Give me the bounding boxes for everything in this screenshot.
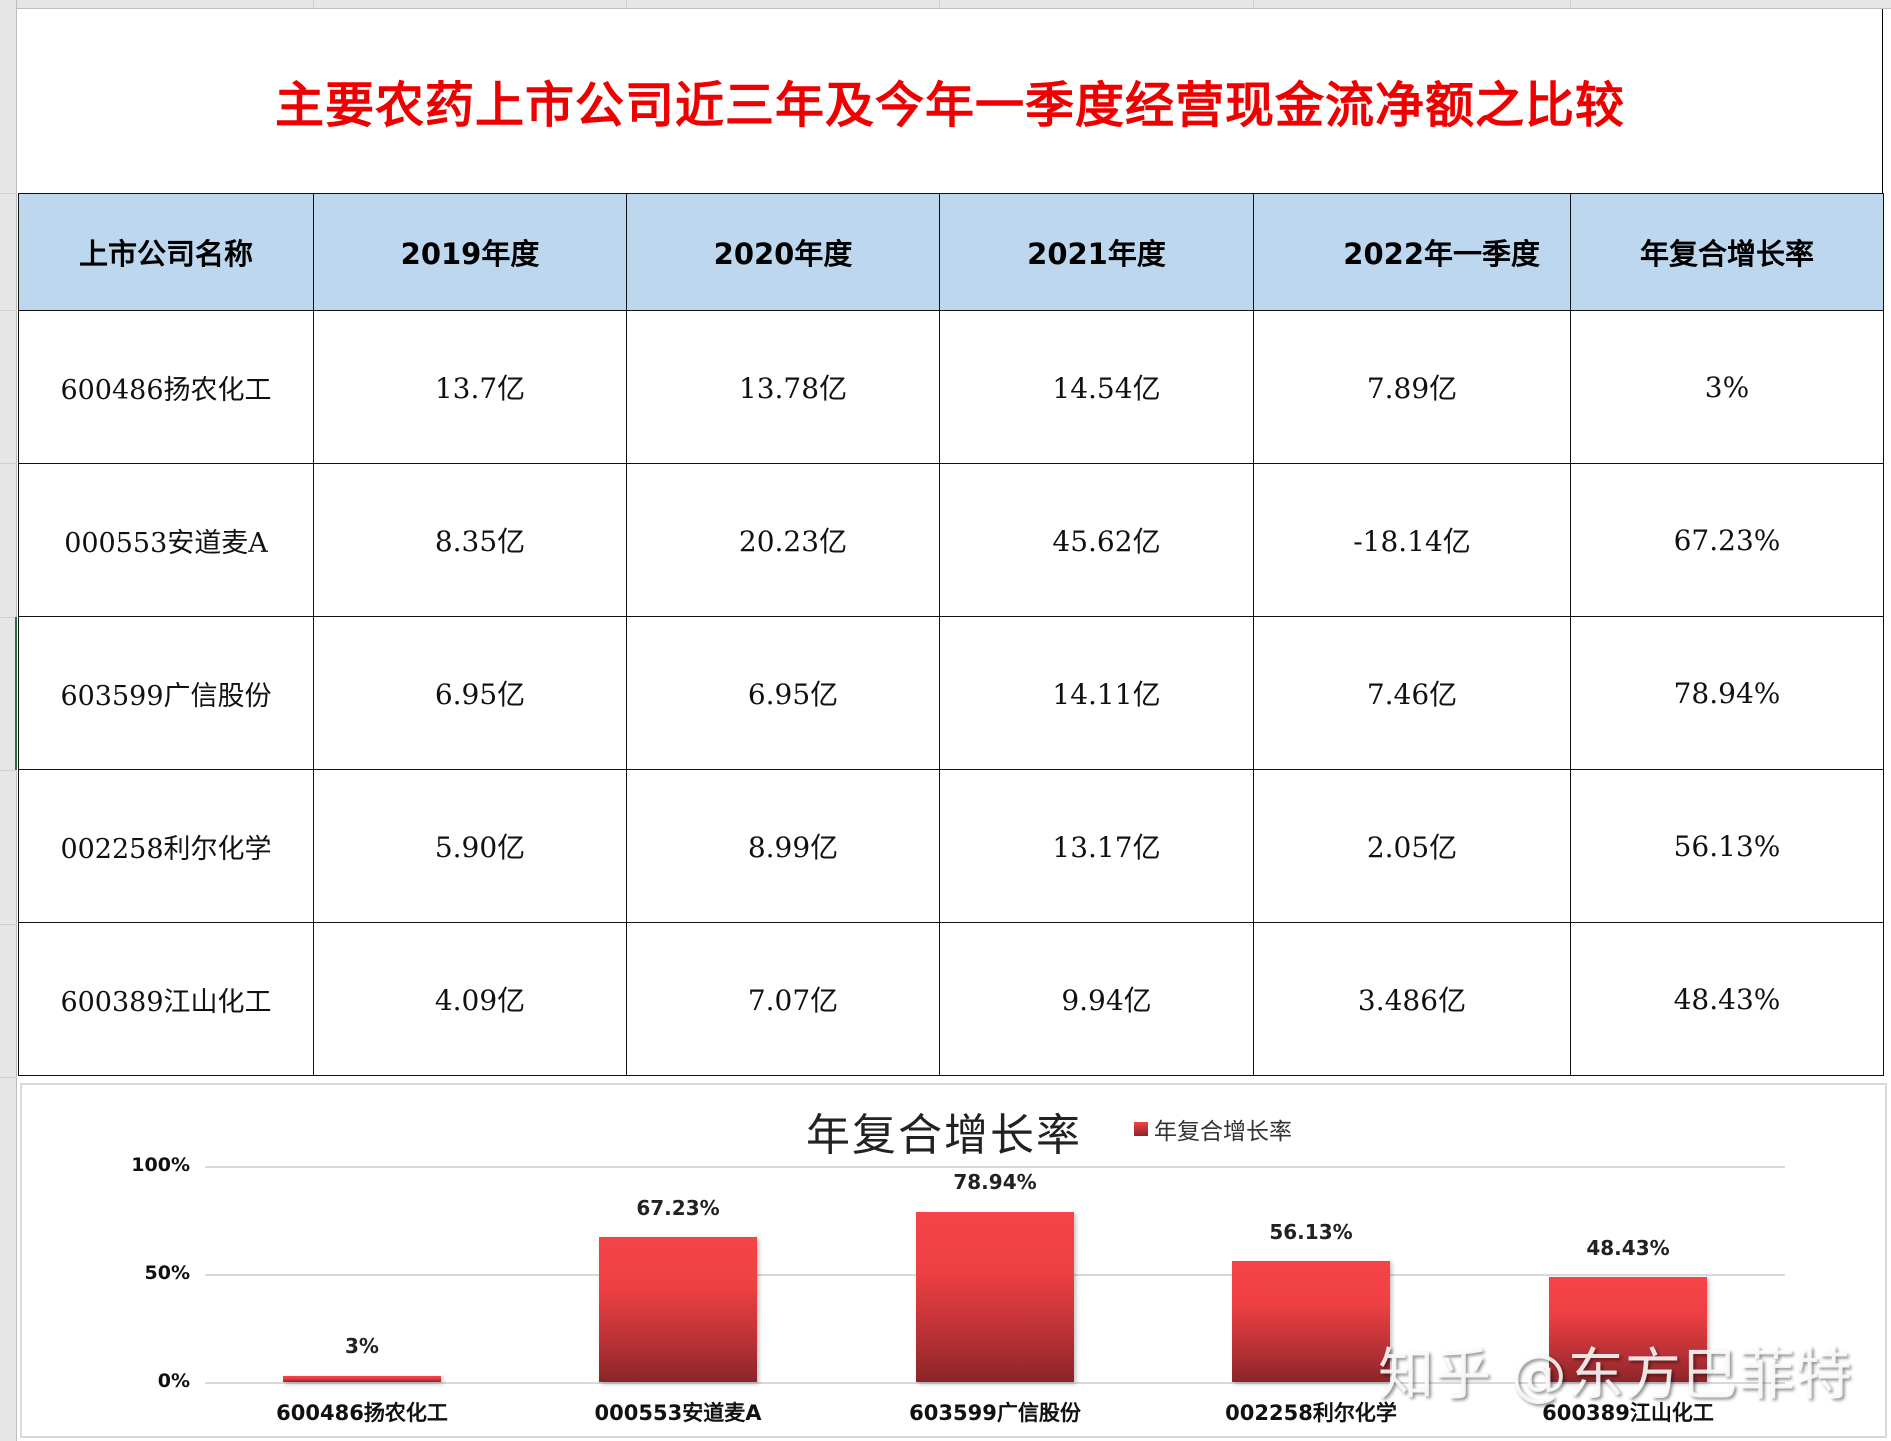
- y-tick-0: 0%: [157, 1370, 190, 1392]
- bar-label: 3%: [345, 1334, 379, 1358]
- column-divider: [1253, 0, 1254, 9]
- column-divider: [313, 0, 314, 9]
- cell-2020[interactable]: 13.78亿: [626, 310, 940, 464]
- sheet-title: 主要农药上市公司近三年及今年一季度经营现金流净额之比较: [18, 9, 1883, 193]
- x-category-label: 603599广信股份: [909, 1401, 1081, 1425]
- cashflow-table: 上市公司名称 2019年度 2020年度 2021年度 2022年一季度 年复合…: [18, 193, 1884, 1076]
- cell-2021[interactable]: 45.62亿: [939, 463, 1254, 617]
- column-divider: [939, 0, 940, 9]
- x-category-label: 002258利尔化学: [1225, 1401, 1397, 1425]
- bar-002258[interactable]: [1232, 1261, 1390, 1382]
- cell-2019[interactable]: 8.35亿: [313, 463, 627, 617]
- table-row: 002258利尔化学 5.90亿 8.99亿 13.17亿 2.05亿 56.1…: [18, 769, 1884, 923]
- cell-2022q1[interactable]: 7.89亿: [1253, 310, 1571, 464]
- row-divider: [0, 1077, 17, 1078]
- cell-2022q1[interactable]: 7.46亿: [1253, 616, 1571, 770]
- cell-2019[interactable]: 13.7亿: [313, 310, 627, 464]
- cell-2021[interactable]: 13.17亿: [939, 769, 1254, 923]
- row-divider: [0, 617, 17, 618]
- bar-label: 48.43%: [1586, 1236, 1670, 1260]
- cell-2019[interactable]: 5.90亿: [313, 769, 627, 923]
- row-divider: [0, 770, 17, 771]
- column-divider: [1570, 0, 1571, 9]
- cell-2021[interactable]: 9.94亿: [939, 922, 1254, 1076]
- header-2022q1[interactable]: 2022年一季度: [1253, 193, 1571, 311]
- cell-company[interactable]: 600486扬农化工: [18, 310, 314, 464]
- table-row: 000553安道麦A 8.35亿 20.23亿 45.62亿 -18.14亿 6…: [18, 463, 1884, 617]
- header-2021[interactable]: 2021年度: [939, 193, 1254, 311]
- cell-company[interactable]: 603599广信股份: [18, 616, 314, 770]
- cell-2022q1[interactable]: -18.14亿: [1253, 463, 1571, 617]
- y-tick-50: 50%: [144, 1262, 190, 1284]
- column-header-strip: [0, 0, 1891, 9]
- row-divider: [0, 463, 17, 464]
- row-header-gutter: [0, 0, 17, 1441]
- x-category-label: 600486扬农化工: [276, 1401, 448, 1425]
- bar-label: 56.13%: [1269, 1220, 1353, 1244]
- header-cagr[interactable]: 年复合增长率: [1570, 193, 1884, 311]
- bar-000553[interactable]: [599, 1237, 757, 1382]
- gridline-0: [205, 1382, 1785, 1384]
- bar-600486[interactable]: [283, 1376, 441, 1382]
- selected-row-indicator: [15, 617, 17, 770]
- table-row: 600389江山化工 4.09亿 7.07亿 9.94亿 3.486亿 48.4…: [18, 922, 1884, 1076]
- table-row: 600486扬农化工 13.7亿 13.78亿 14.54亿 7.89亿 3%: [18, 310, 1884, 464]
- chart-title: 年复合增长率: [806, 1110, 1082, 1161]
- header-2020[interactable]: 2020年度: [626, 193, 940, 311]
- cell-cagr[interactable]: 67.23%: [1570, 463, 1884, 617]
- cell-2019[interactable]: 6.95亿: [313, 616, 627, 770]
- bar-label: 67.23%: [636, 1196, 720, 1220]
- cell-cagr[interactable]: 56.13%: [1570, 769, 1884, 923]
- cell-company[interactable]: 002258利尔化学: [18, 769, 314, 923]
- table-header-row: 上市公司名称 2019年度 2020年度 2021年度 2022年一季度 年复合…: [18, 193, 1884, 311]
- cell-2020[interactable]: 20.23亿: [626, 463, 940, 617]
- x-category-label: 600389江山化工: [1542, 1401, 1714, 1425]
- cell-cagr[interactable]: 3%: [1570, 310, 1884, 464]
- row-divider: [0, 310, 17, 311]
- header-2019[interactable]: 2019年度: [313, 193, 627, 311]
- cell-2021[interactable]: 14.11亿: [939, 616, 1254, 770]
- cell-2022q1[interactable]: 2.05亿: [1253, 769, 1571, 923]
- cell-2022q1[interactable]: 3.486亿: [1253, 922, 1571, 1076]
- column-divider: [626, 0, 627, 9]
- legend-label: 年复合增长率: [1154, 1119, 1292, 1145]
- cell-2020[interactable]: 7.07亿: [626, 922, 940, 1076]
- cell-2019[interactable]: 4.09亿: [313, 922, 627, 1076]
- watermark: 知乎 @东方巴菲特: [1378, 1343, 1853, 1408]
- row-divider: [0, 193, 17, 194]
- cell-2020[interactable]: 6.95亿: [626, 616, 940, 770]
- cell-company[interactable]: 000553安道麦A: [18, 463, 314, 617]
- bar-603599[interactable]: [916, 1212, 1074, 1382]
- bar-600389[interactable]: [1549, 1277, 1707, 1382]
- bar-label: 78.94%: [953, 1170, 1037, 1194]
- cell-2020[interactable]: 8.99亿: [626, 769, 940, 923]
- chart-legend: 年复合增长率: [1134, 1112, 1292, 1146]
- cell-cagr[interactable]: 48.43%: [1570, 922, 1884, 1076]
- gridline-100: [205, 1166, 1785, 1168]
- cell-company[interactable]: 600389江山化工: [18, 922, 314, 1076]
- cell-cagr[interactable]: 78.94%: [1570, 616, 1884, 770]
- y-tick-100: 100%: [131, 1154, 190, 1176]
- row-divider: [0, 924, 17, 925]
- header-company[interactable]: 上市公司名称: [18, 193, 314, 311]
- x-category-label: 000553安道麦A: [594, 1401, 762, 1425]
- table-row: 603599广信股份 6.95亿 6.95亿 14.11亿 7.46亿 78.9…: [18, 616, 1884, 770]
- cell-2021[interactable]: 14.54亿: [939, 310, 1254, 464]
- legend-swatch-icon: [1134, 1122, 1148, 1136]
